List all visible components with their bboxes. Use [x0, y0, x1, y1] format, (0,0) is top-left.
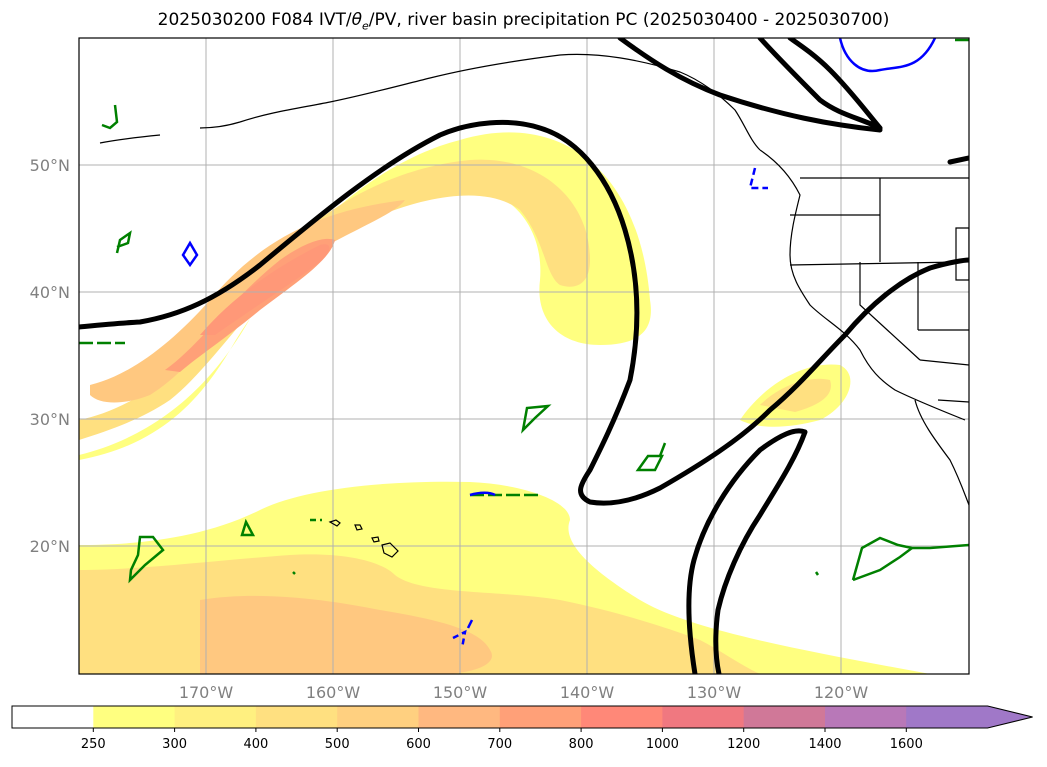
pv-contours — [79, 38, 969, 674]
colorbar-tick-label: 1600 — [890, 737, 923, 752]
theta-e-contours — [79, 38, 969, 584]
colorbar-segment — [743, 706, 826, 728]
colorbar-segment — [12, 706, 94, 728]
lat-label: 20°N — [30, 537, 70, 556]
colorbar-segment — [499, 706, 582, 728]
colorbar-tick-label: 400 — [243, 737, 268, 752]
colorbar-extend-arrow — [906, 706, 1033, 728]
colorbar-tick-label: 1200 — [727, 737, 760, 752]
colorbar-tick-label: 600 — [406, 737, 431, 752]
map-frame — [78, 37, 970, 675]
lat-label: 50°N — [30, 156, 70, 175]
colorbar-segment — [174, 706, 257, 728]
lon-label: 160°W — [306, 683, 361, 702]
coastlines — [99, 53, 969, 558]
colorbar-tick-label: 300 — [162, 737, 187, 752]
lon-label: 150°W — [433, 683, 488, 702]
map-panel — [79, 38, 969, 674]
colorbar-tick-label: 1000 — [646, 737, 679, 752]
colorbar-segment — [662, 706, 745, 728]
colorbar-segment — [418, 706, 501, 728]
colorbar-segment — [255, 706, 338, 728]
colorbar: 250 300 400 500 600 700 800 1000 1200 1400 1600 — [11, 705, 1033, 752]
lon-labels: 170°W 160°W 150°W 140°W 130°W 120°W — [179, 683, 869, 702]
colorbar-tick-label: 1400 — [808, 737, 841, 752]
colorbar-tick-label: 700 — [487, 737, 512, 752]
lon-label: 140°W — [560, 683, 615, 702]
lon-label: 120°W — [814, 683, 869, 702]
lat-labels: 50°N 40°N 30°N 20°N — [30, 156, 70, 556]
lon-label: 130°W — [687, 683, 742, 702]
colorbar-tick-label: 250 — [81, 737, 106, 752]
colorbar-tick-label: 500 — [325, 737, 350, 752]
lat-label: 40°N — [30, 283, 70, 302]
lon-label: 170°W — [179, 683, 234, 702]
map-title: 2025030200 F084 IVT/θe/PV, river basin p… — [157, 10, 890, 33]
colorbar-segment — [93, 706, 176, 728]
colorbar-tick-label: 800 — [569, 737, 594, 752]
blue-contours — [181, 38, 937, 649]
colorbar-segment — [337, 706, 419, 728]
lat-label: 30°N — [30, 410, 70, 429]
colorbar-outline — [11, 705, 1033, 729]
ivt-band-south — [79, 481, 930, 674]
colorbar-segment — [825, 706, 907, 728]
colorbar-segment — [581, 706, 663, 728]
